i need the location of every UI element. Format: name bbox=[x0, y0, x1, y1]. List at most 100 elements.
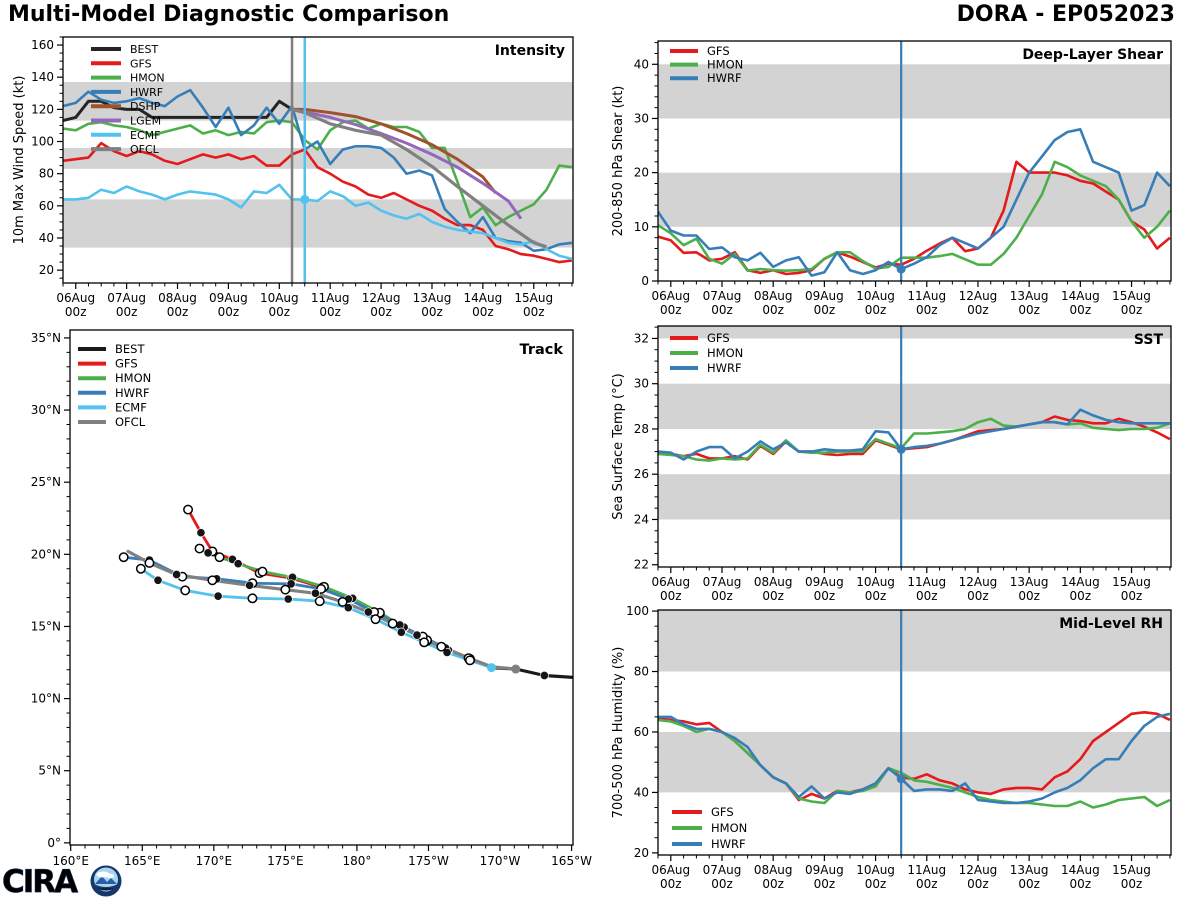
svg-text:00z: 00z bbox=[762, 877, 784, 891]
svg-text:00z: 00z bbox=[218, 305, 240, 319]
svg-text:00z: 00z bbox=[814, 303, 836, 317]
svg-text:35°N: 35°N bbox=[31, 331, 61, 345]
svg-text:OFCL: OFCL bbox=[115, 415, 146, 429]
svg-text:DSHP: DSHP bbox=[130, 100, 161, 113]
svg-text:00z: 00z bbox=[814, 589, 836, 603]
svg-text:06Aug: 06Aug bbox=[651, 575, 690, 589]
svg-text:13Aug: 13Aug bbox=[1010, 289, 1049, 303]
svg-text:00z: 00z bbox=[660, 589, 682, 603]
svg-text:20: 20 bbox=[634, 846, 649, 860]
svg-text:00z: 00z bbox=[1121, 877, 1143, 891]
svg-text:HMON: HMON bbox=[707, 346, 743, 360]
svg-text:12Aug: 12Aug bbox=[959, 575, 998, 589]
svg-text:120: 120 bbox=[31, 102, 54, 116]
svg-text:07Aug: 07Aug bbox=[703, 863, 742, 877]
svg-text:Intensity: Intensity bbox=[495, 43, 565, 59]
svg-text:08Aug: 08Aug bbox=[158, 291, 197, 305]
svg-text:170°W: 170°W bbox=[480, 854, 521, 868]
svg-text:30: 30 bbox=[634, 377, 649, 391]
svg-text:00z: 00z bbox=[762, 589, 784, 603]
svg-text:00z: 00z bbox=[319, 305, 341, 319]
svg-text:165°E: 165°E bbox=[124, 854, 161, 868]
svg-text:08Aug: 08Aug bbox=[754, 575, 793, 589]
svg-text:00z: 00z bbox=[1070, 303, 1092, 317]
svg-text:HWRF: HWRF bbox=[707, 71, 742, 85]
svg-text:00z: 00z bbox=[1121, 589, 1143, 603]
svg-text:ECMF: ECMF bbox=[115, 400, 147, 414]
svg-text:09Aug: 09Aug bbox=[805, 289, 844, 303]
svg-text:60: 60 bbox=[634, 725, 649, 739]
svg-text:06Aug: 06Aug bbox=[56, 291, 95, 305]
svg-text:Track: Track bbox=[520, 342, 564, 358]
svg-text:13Aug: 13Aug bbox=[1010, 863, 1049, 877]
svg-text:0°: 0° bbox=[47, 836, 61, 850]
svg-text:20: 20 bbox=[39, 263, 54, 277]
svg-text:30°N: 30°N bbox=[31, 403, 61, 417]
svg-text:25°N: 25°N bbox=[31, 475, 61, 489]
svg-text:08Aug: 08Aug bbox=[754, 289, 793, 303]
page-title: Multi-Model Diagnostic Comparison bbox=[8, 2, 450, 27]
svg-text:00z: 00z bbox=[967, 589, 989, 603]
svg-text:07Aug: 07Aug bbox=[107, 291, 146, 305]
svg-text:BEST: BEST bbox=[130, 43, 158, 56]
svg-text:00z: 00z bbox=[1070, 877, 1092, 891]
svg-text:HMON: HMON bbox=[707, 58, 743, 72]
svg-text:HMON: HMON bbox=[711, 821, 747, 835]
track-chart: 0° 5°N 10°N 15°N 20°N 25°N 30°N 35°N 160°E 165°E 1… bbox=[31, 329, 592, 868]
svg-text:00z: 00z bbox=[1018, 877, 1040, 891]
svg-text:20: 20 bbox=[634, 166, 649, 180]
svg-text:80: 80 bbox=[634, 665, 649, 679]
svg-text:00z: 00z bbox=[1121, 303, 1143, 317]
svg-text:GFS: GFS bbox=[130, 57, 152, 70]
svg-text:15Aug: 15Aug bbox=[1112, 575, 1151, 589]
svg-text:HWRF: HWRF bbox=[115, 386, 150, 400]
svg-text:08Aug: 08Aug bbox=[754, 863, 793, 877]
svg-text:12Aug: 12Aug bbox=[959, 863, 998, 877]
svg-text:24: 24 bbox=[634, 512, 649, 526]
svg-text:12Aug: 12Aug bbox=[362, 291, 401, 305]
svg-text:00z: 00z bbox=[916, 877, 938, 891]
svg-text:100: 100 bbox=[626, 604, 649, 618]
svg-text:07Aug: 07Aug bbox=[703, 575, 742, 589]
svg-text:60: 60 bbox=[39, 199, 54, 213]
svg-text:180°: 180° bbox=[342, 854, 371, 868]
svg-text:06Aug: 06Aug bbox=[651, 863, 690, 877]
shear-chart: 01020304006Aug00z07Aug00z08Aug00z09Aug00… bbox=[611, 40, 1172, 317]
rammb-badge: RAMMB bbox=[90, 865, 122, 897]
svg-text:00z: 00z bbox=[967, 303, 989, 317]
svg-text:26: 26 bbox=[634, 467, 649, 481]
svg-text:11Aug: 11Aug bbox=[907, 863, 946, 877]
svg-text:00z: 00z bbox=[711, 877, 733, 891]
svg-text:00z: 00z bbox=[1070, 589, 1092, 603]
svg-text:Mid-Level RH: Mid-Level RH bbox=[1059, 616, 1163, 632]
svg-text:80: 80 bbox=[39, 167, 54, 181]
svg-text:00z: 00z bbox=[916, 303, 938, 317]
svg-text:GFS: GFS bbox=[707, 331, 730, 345]
svg-text:15Aug: 15Aug bbox=[514, 291, 553, 305]
svg-text:10Aug: 10Aug bbox=[856, 289, 895, 303]
sst-chart: 22242628303206Aug00z07Aug00z08Aug00z09Au… bbox=[611, 325, 1172, 603]
svg-text:00z: 00z bbox=[472, 305, 494, 319]
svg-text:OFCL: OFCL bbox=[130, 143, 160, 156]
svg-text:00z: 00z bbox=[1018, 589, 1040, 603]
svg-text:GFS: GFS bbox=[711, 805, 734, 819]
svg-text:175°W: 175°W bbox=[408, 854, 449, 868]
svg-text:0: 0 bbox=[641, 274, 649, 288]
svg-text:10m Max Wind Speed (kt): 10m Max Wind Speed (kt) bbox=[12, 76, 27, 245]
svg-text:GFS: GFS bbox=[707, 44, 730, 58]
svg-text:12Aug: 12Aug bbox=[959, 289, 998, 303]
svg-text:06Aug: 06Aug bbox=[651, 289, 690, 303]
svg-text:160: 160 bbox=[31, 38, 54, 52]
svg-text:07Aug: 07Aug bbox=[703, 289, 742, 303]
svg-text:Deep-Layer Shear: Deep-Layer Shear bbox=[1022, 47, 1163, 63]
svg-text:700-500 hPa Humidity (%): 700-500 hPa Humidity (%) bbox=[611, 647, 626, 819]
svg-text:10Aug: 10Aug bbox=[856, 863, 895, 877]
svg-text:14Aug: 14Aug bbox=[1061, 863, 1100, 877]
svg-text:00z: 00z bbox=[269, 305, 291, 319]
svg-text:22: 22 bbox=[634, 558, 649, 572]
svg-text:HWRF: HWRF bbox=[711, 837, 746, 851]
svg-text:20°N: 20°N bbox=[31, 547, 61, 561]
intensity-chart: 2040608010012014016006Aug00z07Aug00z08Au… bbox=[12, 36, 574, 319]
cira-logo-text: CIRA bbox=[2, 864, 78, 899]
svg-text:HWRF: HWRF bbox=[130, 86, 163, 99]
